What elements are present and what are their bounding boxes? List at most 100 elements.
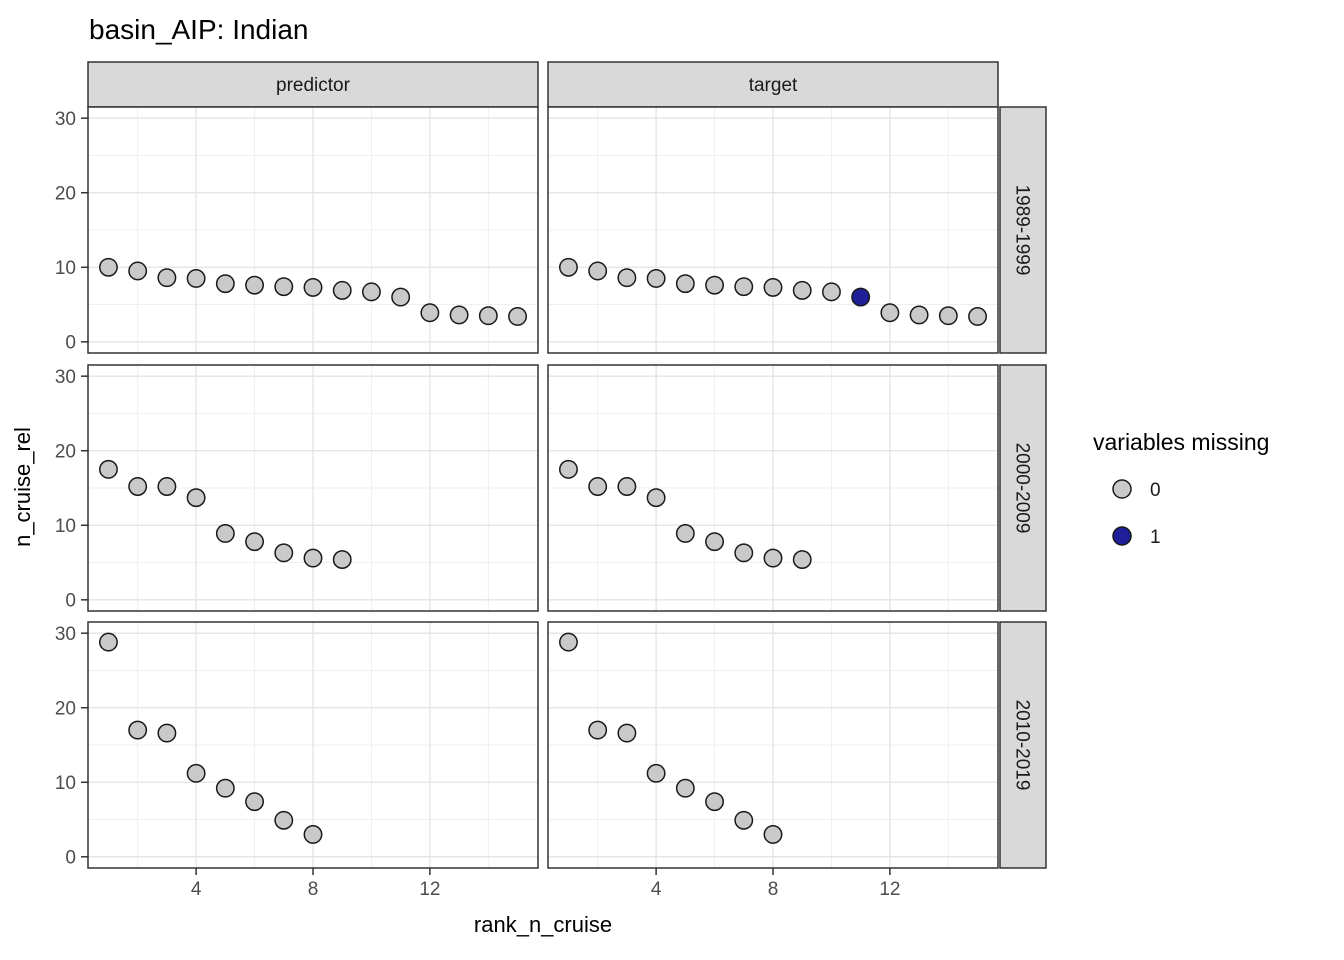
data-point: [734, 277, 754, 297]
x-tick-label: 4: [191, 879, 202, 900]
data-point: [559, 459, 578, 479]
x-axis-title: rank_n_cruise: [474, 912, 612, 937]
data-point: [478, 306, 498, 326]
legend-title: variables missing: [1093, 429, 1269, 455]
data-point: [332, 550, 352, 570]
data-point: [559, 632, 578, 652]
panel-border: [87, 106, 539, 354]
data-point: [99, 459, 118, 479]
facet-row-label: 2010-2019: [1011, 700, 1032, 791]
x-tick-label: 8: [768, 879, 779, 900]
data-point: [792, 550, 812, 570]
panel-border: [87, 364, 539, 612]
y-tick-label: 10: [55, 516, 76, 537]
data-point: [588, 261, 608, 281]
facet-panel: [87, 364, 539, 612]
data-point: [646, 488, 666, 508]
legend-key-circle-0: [1112, 479, 1132, 499]
y-tick-label: 10: [55, 258, 76, 279]
data-point: [391, 287, 411, 307]
legend-label-0: 0: [1150, 480, 1161, 501]
data-point: [588, 720, 608, 740]
data-point: [675, 778, 695, 798]
y-tick-label: 30: [55, 367, 76, 388]
data-point: [449, 305, 469, 325]
facet-strip-col: predictor: [87, 61, 539, 108]
facet-strip-row: 2010-2019: [999, 621, 1047, 869]
data-point: [763, 548, 783, 568]
data-point: [215, 778, 235, 798]
data-point: [880, 303, 900, 323]
data-point: [303, 548, 323, 568]
data-point: [361, 282, 381, 302]
data-point: [245, 532, 265, 552]
facet-row-label: 1989-1999: [1011, 185, 1032, 276]
data-point: [763, 277, 783, 297]
data-point: [420, 303, 440, 323]
panel-border: [547, 106, 999, 354]
facet-col-label: target: [749, 75, 798, 96]
data-point: [303, 277, 323, 297]
x-tick-label: 12: [419, 879, 440, 900]
y-tick-label: 0: [65, 332, 76, 353]
data-point: [215, 524, 235, 543]
y-tick-label: 30: [55, 109, 76, 130]
data-point: [274, 810, 294, 830]
data-point: [617, 477, 637, 496]
data-point: [245, 792, 265, 812]
data-point: [909, 305, 929, 325]
data-point: [186, 763, 206, 783]
legend-item: 0: [1112, 479, 1161, 501]
data-point: [588, 477, 608, 496]
data-point: [303, 825, 323, 844]
data-point: [508, 307, 527, 326]
facet-strip-col: target: [547, 61, 999, 108]
x-tick-label: 12: [879, 879, 900, 900]
strip-background: [87, 61, 539, 108]
data-point: [821, 282, 841, 302]
data-point: [705, 792, 725, 812]
y-tick-label: 0: [65, 590, 76, 611]
panel-border: [547, 364, 999, 612]
data-point: [675, 524, 695, 543]
data-point: [646, 763, 666, 783]
data-point: [128, 261, 148, 281]
x-tick-label: 8: [308, 879, 319, 900]
y-axis-title: n_cruise_rel: [10, 427, 35, 547]
data-point: [245, 275, 265, 295]
facet-panel: [87, 106, 539, 354]
data-point: [99, 257, 118, 277]
data-point: [99, 632, 118, 652]
data-point: [792, 280, 812, 300]
data-point: [186, 488, 206, 508]
data-point: [157, 477, 177, 496]
legend-key-circle-1: [1112, 526, 1132, 546]
facet-panel: [547, 364, 999, 612]
strip-background: [999, 106, 1047, 354]
data-point: [646, 269, 666, 288]
plot-title: basin_AIP: Indian: [89, 14, 309, 45]
facet-strip-row: 1989-1999: [999, 106, 1047, 354]
x-tick-label: 4: [651, 879, 662, 900]
y-tick-label: 20: [55, 441, 76, 462]
data-point: [215, 274, 235, 294]
data-point: [734, 810, 754, 830]
data-point: [705, 532, 725, 552]
data-point: [157, 268, 177, 288]
data-point: [968, 307, 987, 326]
data-point: [675, 274, 695, 294]
data-point: [938, 306, 958, 326]
strip-background: [547, 61, 999, 108]
facet-strip-row: 2000-2009: [999, 364, 1047, 612]
data-point: [851, 287, 871, 307]
facet-panel: [547, 621, 999, 869]
legend: variables missing 0 1: [1093, 429, 1269, 548]
data-point: [332, 280, 352, 300]
data-point: [157, 723, 177, 743]
y-tick-label: 30: [55, 624, 76, 645]
data-point: [763, 825, 783, 844]
data-point: [617, 268, 637, 288]
y-tick-label: 10: [55, 773, 76, 794]
